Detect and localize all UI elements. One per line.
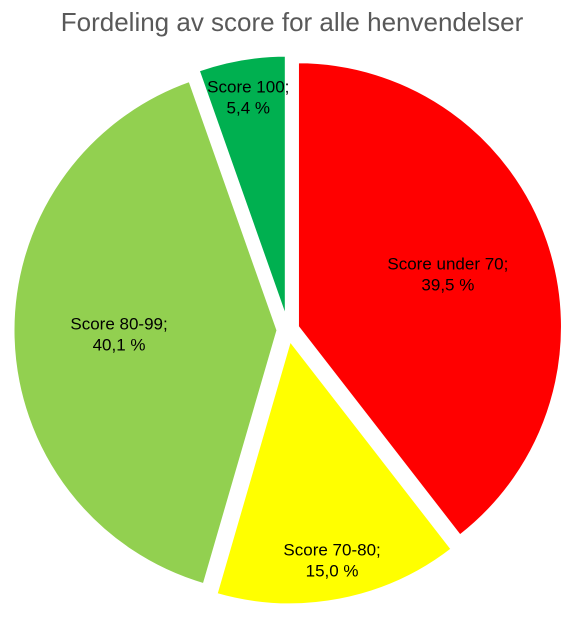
slice-value-label: 40,1 % [93,335,146,354]
slice-category-label: Score 100; [207,78,289,97]
pie-slice [11,78,280,587]
slice-category-label: Score 80-99; [70,314,167,333]
slice-value-label: 15,0 % [306,562,359,581]
pie-slice [295,60,564,539]
slice-value-label: 5,4 % [227,99,270,118]
chart-title: Fordeling av score for alle henvendelser [61,7,524,37]
slice-category-label: Score 70-80; [283,541,380,560]
pie-slice [196,53,288,321]
slice-category-label: Score under 70; [387,255,508,274]
pie-slice [214,336,455,607]
slice-value-label: 39,5 % [421,276,474,295]
